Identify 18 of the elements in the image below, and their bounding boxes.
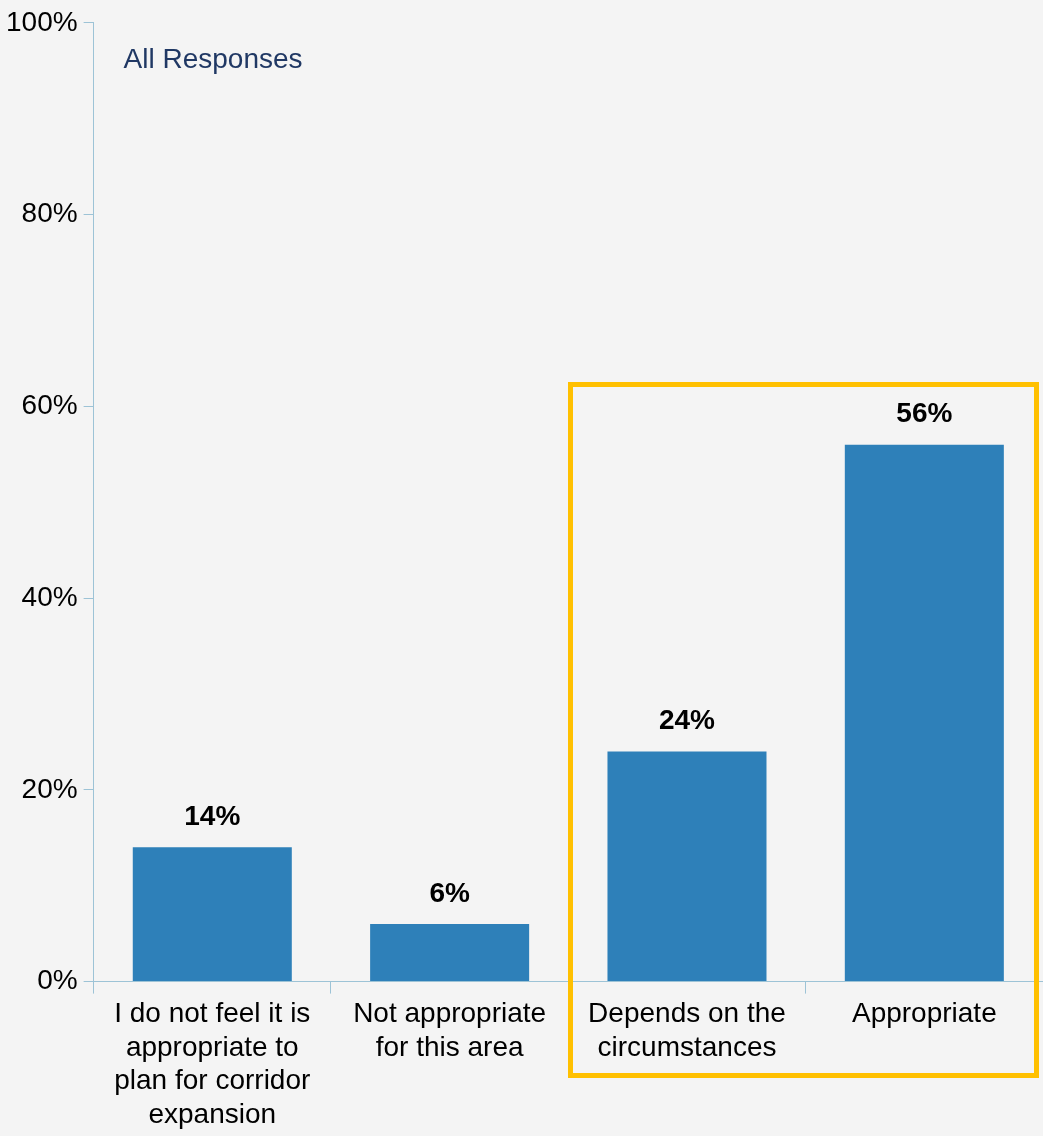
y-tick-label: 60%: [21, 389, 78, 421]
data-label: 24%: [658, 704, 716, 736]
y-tick-label: 20%: [21, 772, 78, 804]
y-tick-label: 80%: [21, 197, 78, 229]
x-tick-label: Depends on the circumstances: [588, 997, 786, 1062]
x-tick-label: Not appropriate for this area: [353, 997, 547, 1062]
y-tick-label: 100%: [5, 5, 78, 37]
bar: [370, 924, 530, 982]
x-tick-label: I do not feel it is appropriate to plan for corridor expansion: [114, 997, 311, 1129]
data-label: 14%: [184, 800, 241, 832]
data-label: 6%: [429, 876, 470, 908]
y-tick-label: 40%: [21, 580, 78, 612]
bar: [607, 751, 767, 982]
x-tick-label: Appropriate: [851, 997, 997, 1029]
annotation: All Responses: [123, 42, 303, 75]
y-tick-label: 0%: [37, 964, 78, 996]
data-label: 56%: [896, 397, 953, 429]
bar: [132, 847, 292, 982]
